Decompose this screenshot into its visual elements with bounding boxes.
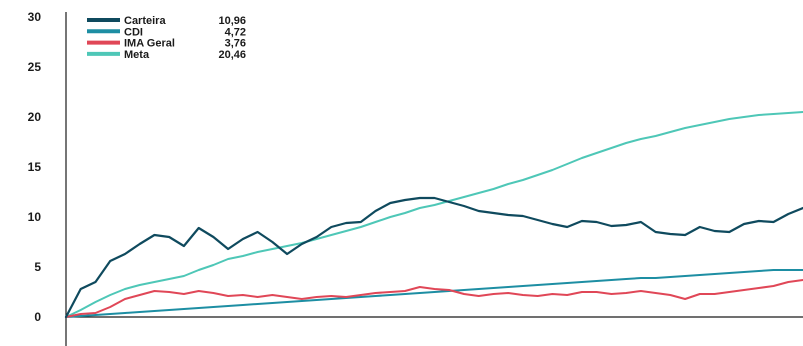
legend-value-carteira: 10,96 bbox=[218, 15, 246, 27]
series-line-carteira bbox=[64, 196, 803, 319]
y-tick-label: 25 bbox=[28, 60, 42, 74]
legend-label-cdi: CDI bbox=[124, 26, 143, 38]
series-line-meta bbox=[65, 111, 803, 318]
y-tick-label: 5 bbox=[34, 260, 41, 274]
series-line-ima-geral bbox=[65, 279, 803, 318]
legend-value-meta: 20,46 bbox=[218, 49, 246, 61]
legend-label-ima-geral: IMA Geral bbox=[124, 38, 175, 50]
legend-value-cdi: 4,72 bbox=[225, 26, 246, 38]
series-line-cdi bbox=[65, 269, 803, 318]
legend-label-meta: Meta bbox=[124, 49, 150, 61]
y-tick-label: 20 bbox=[28, 110, 42, 124]
y-tick-label: 15 bbox=[28, 160, 42, 174]
series-lines bbox=[64, 111, 803, 319]
y-tick-label: 10 bbox=[28, 210, 42, 224]
legend-label-carteira: Carteira bbox=[124, 15, 166, 27]
legend: Carteira 10,96 CDI 4,72 IMA Geral 3,76 Meta 20,… bbox=[87, 15, 246, 61]
y-tick-label: 30 bbox=[28, 10, 42, 24]
y-axis-tick-labels: 30 25 20 15 10 5 0 bbox=[28, 10, 42, 324]
y-tick-label: 0 bbox=[34, 310, 41, 324]
legend-value-ima-geral: 3,76 bbox=[225, 38, 246, 50]
